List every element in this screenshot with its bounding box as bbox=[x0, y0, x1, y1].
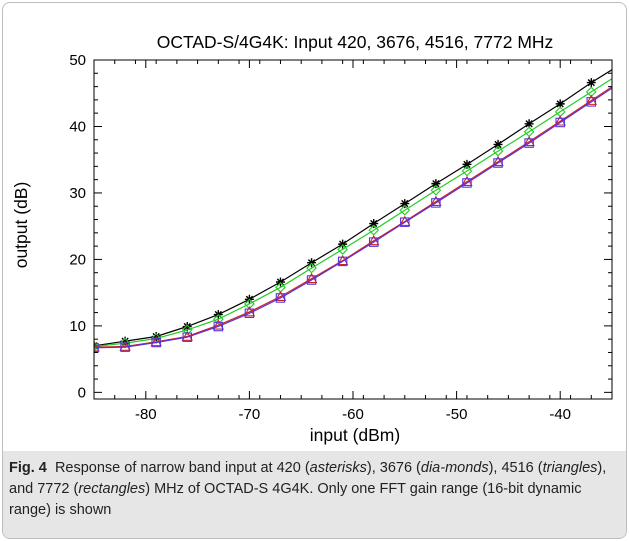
rectangle-marker bbox=[337, 256, 348, 267]
caption-italic-term: triangles bbox=[542, 460, 598, 476]
x-tick-label: -60 bbox=[342, 406, 364, 423]
rectangle-marker bbox=[368, 237, 379, 247]
caption-text-segment: ), 4516 ( bbox=[488, 460, 543, 476]
caption-text: Response of narrow band input at 420 (as… bbox=[9, 460, 606, 518]
y-tick-label: 10 bbox=[69, 318, 86, 335]
chart: OCTAD-S/4G4K: Input 420, 3676, 4516, 777… bbox=[11, 32, 626, 445]
rectangle-marker bbox=[524, 138, 534, 148]
rectangle-marker bbox=[493, 158, 503, 168]
rectangle-marker bbox=[618, 77, 626, 85]
diamond-marker bbox=[461, 165, 473, 177]
diamond-marker bbox=[399, 204, 411, 216]
figure-caption: Fig. 4 Response of narrow band input at … bbox=[9, 458, 619, 521]
x-tick-label: -80 bbox=[135, 406, 157, 423]
x-tick-label: -40 bbox=[549, 406, 571, 423]
caption-text-segment: ) MHz of OCTAD-S 4G4K. Only one FFT gain… bbox=[9, 481, 582, 518]
rectangle-marker bbox=[400, 217, 410, 227]
series-group bbox=[94, 59, 626, 353]
triangle-marker bbox=[94, 341, 100, 352]
diamond-marker bbox=[337, 244, 349, 255]
rectangle-marker bbox=[462, 178, 472, 188]
series-diamond bbox=[94, 67, 626, 352]
plot-area bbox=[94, 59, 626, 353]
caption-italic-term: dia-monds bbox=[420, 460, 489, 476]
asterisk-marker bbox=[182, 322, 192, 332]
diamond-marker bbox=[94, 341, 100, 352]
asterisk-marker bbox=[586, 78, 596, 88]
triangle-marker bbox=[119, 340, 131, 351]
diamond-marker bbox=[181, 324, 193, 336]
asterisk-marker bbox=[524, 119, 534, 129]
caption-label: Fig. 4 bbox=[9, 460, 47, 476]
x-axis-label: input (dBm) bbox=[310, 425, 400, 445]
caption-text-segment: Response of narrow band input at 420 ( bbox=[54, 460, 310, 476]
diamond-marker bbox=[618, 67, 626, 76]
y-tick-label: 30 bbox=[69, 185, 86, 202]
rectangle-marker bbox=[431, 198, 441, 208]
asterisk-marker bbox=[431, 179, 441, 189]
diamond-marker bbox=[430, 184, 442, 196]
caption-text-segment: ), 3676 ( bbox=[366, 460, 421, 476]
chart-title: OCTAD-S/4G4K: Input 420, 3676, 4516, 777… bbox=[157, 32, 554, 52]
asterisk-marker bbox=[369, 219, 379, 229]
caption-italic-term: asterisks bbox=[309, 460, 367, 476]
caption-text-segment: ), and 7772 ( bbox=[9, 460, 607, 497]
axes: -80 -70 -60 -50 -40 0 10 20 30 40 50 bbox=[69, 52, 613, 423]
triangle-marker bbox=[618, 75, 626, 84]
rectangle-marker bbox=[213, 321, 224, 332]
rectangle-marker bbox=[151, 337, 161, 348]
series-line bbox=[94, 69, 612, 347]
triangle-marker bbox=[243, 305, 256, 317]
series-rectangle bbox=[94, 77, 626, 353]
y-tick-label: 20 bbox=[69, 251, 86, 268]
rectangle-marker bbox=[306, 275, 317, 285]
asterisk-marker bbox=[462, 159, 472, 169]
series-line bbox=[94, 86, 612, 348]
series-triangle bbox=[94, 75, 626, 352]
rectangle-marker bbox=[182, 332, 192, 342]
y-tick-label: 40 bbox=[69, 118, 86, 135]
rectangle-marker bbox=[244, 308, 255, 319]
series-line bbox=[94, 87, 612, 349]
diamond-marker bbox=[368, 224, 380, 236]
rectangle-marker bbox=[120, 342, 130, 352]
caption-background bbox=[3, 451, 626, 538]
series-asterisk bbox=[94, 59, 626, 351]
y-tick-label: 50 bbox=[69, 52, 86, 69]
rectangle-marker bbox=[586, 97, 597, 107]
diamond-marker bbox=[492, 145, 504, 157]
triangle-marker bbox=[150, 335, 162, 347]
series-line bbox=[94, 77, 612, 348]
asterisk-marker bbox=[400, 199, 410, 209]
diamond-marker bbox=[212, 313, 224, 325]
y-tick-label: 0 bbox=[78, 384, 86, 401]
rectangle-marker bbox=[555, 117, 565, 128]
y-axis-label: output (dB) bbox=[11, 182, 31, 269]
asterisk-marker bbox=[555, 99, 565, 109]
diamond-marker bbox=[306, 262, 317, 274]
asterisk-marker bbox=[618, 59, 626, 68]
asterisk-marker bbox=[493, 139, 503, 149]
x-tick-label: -70 bbox=[239, 406, 261, 423]
caption-italic-term: rectangles bbox=[78, 481, 146, 497]
triangle-marker bbox=[212, 319, 225, 330]
plot-frame bbox=[93, 59, 613, 400]
x-tick-label: -50 bbox=[446, 406, 468, 423]
rectangle-marker bbox=[275, 293, 286, 303]
